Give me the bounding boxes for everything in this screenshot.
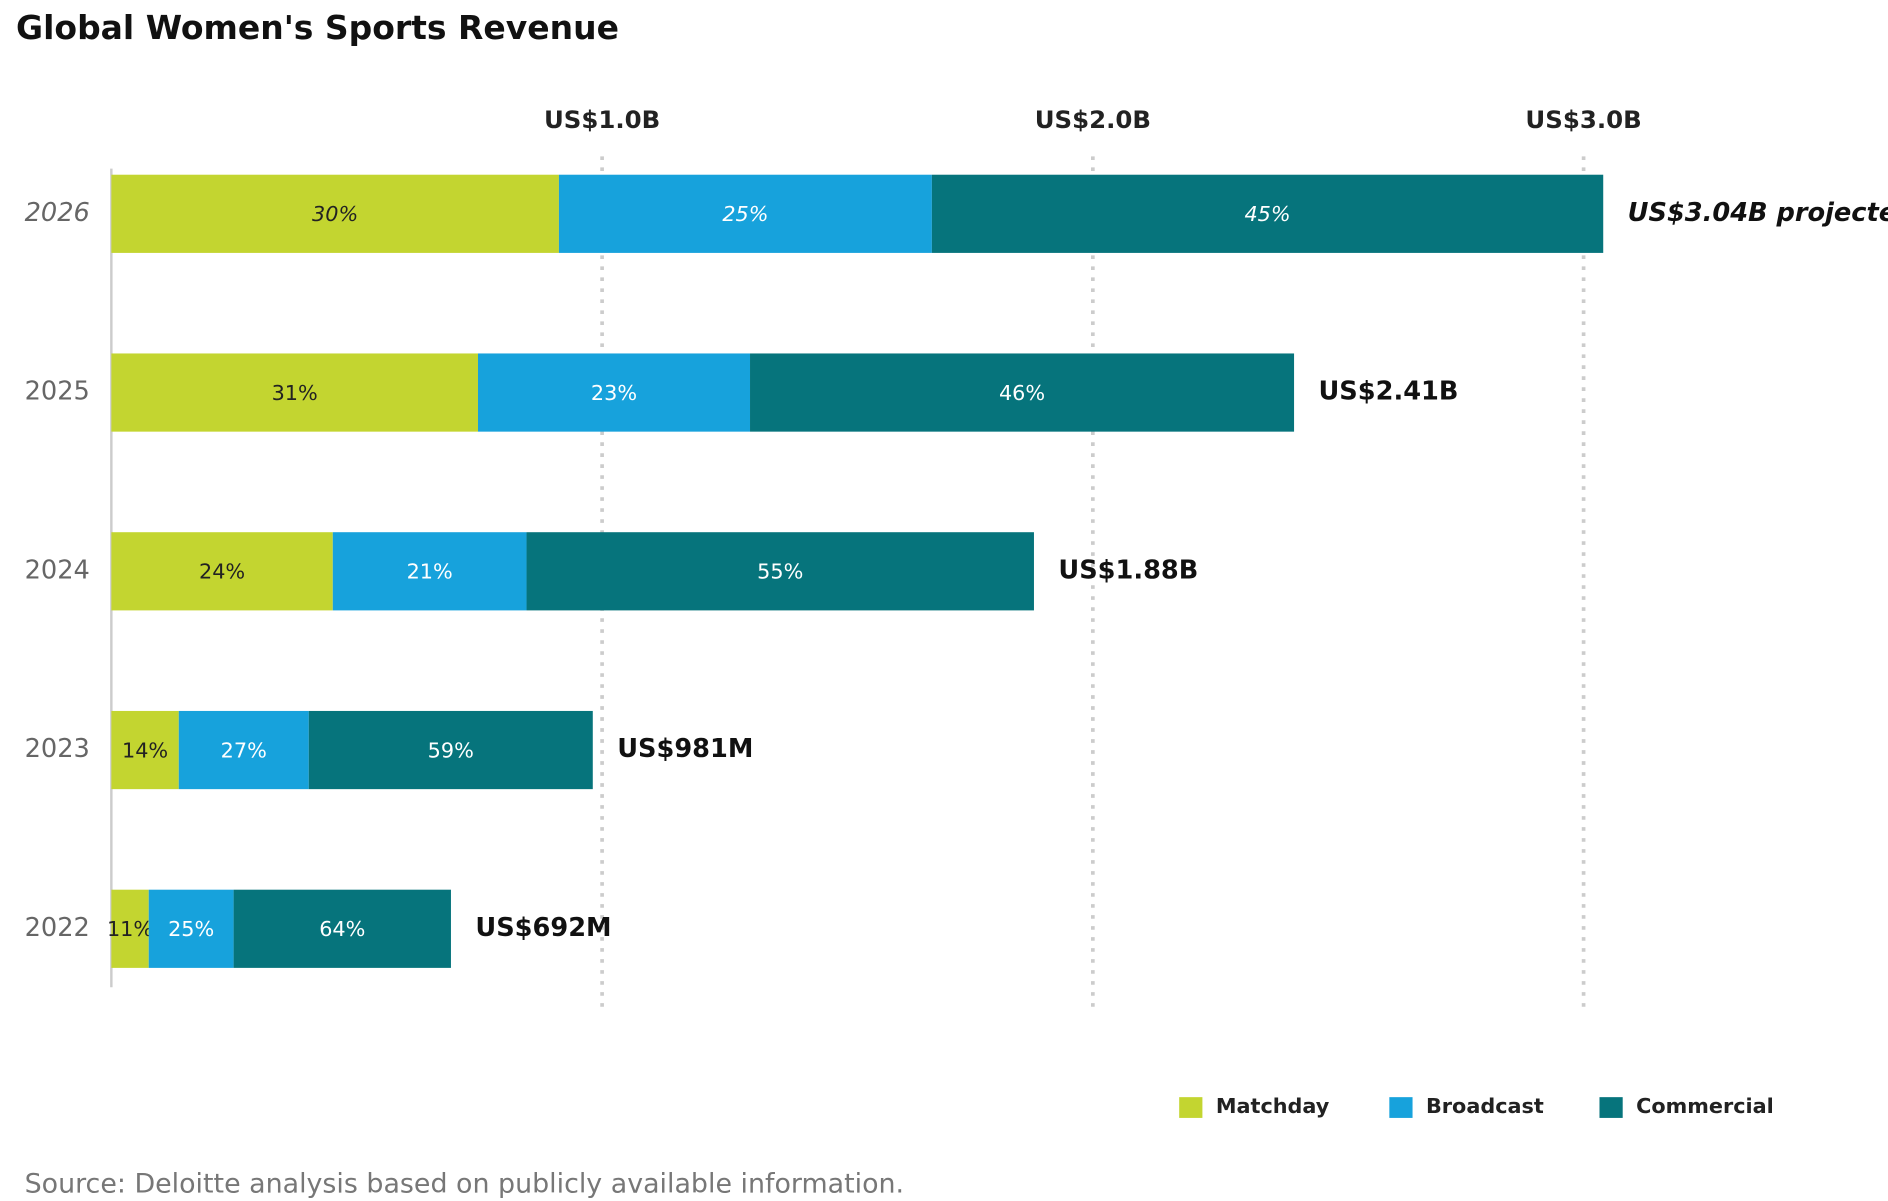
segment-label: 24%: [199, 560, 245, 584]
total-label: US$3.04B projected: [1628, 198, 1888, 228]
bar-segment: [477, 353, 751, 432]
segment-label: 14%: [122, 738, 168, 762]
bar-segment: [526, 532, 1034, 611]
bar-segment: [111, 174, 559, 253]
total-label: US$2.41B: [1318, 377, 1458, 407]
source-note: Source: Deloitte analysis based on publi…: [25, 1169, 904, 1200]
category-label: 2026: [25, 198, 90, 228]
bar-segment: [233, 889, 451, 968]
legend-swatch: [1179, 1097, 1203, 1118]
bar-segment: [111, 532, 333, 611]
category-label: 2025: [25, 377, 90, 407]
segment-label: 21%: [407, 560, 453, 584]
segment-label: 59%: [428, 738, 474, 762]
legend-label: Commercial: [1636, 1094, 1774, 1118]
x-tick-label: US$2.0B: [1035, 105, 1151, 134]
segment-label: 45%: [1244, 202, 1290, 226]
bar-segment: [332, 532, 527, 611]
bar-segment: [558, 174, 932, 253]
legend-label: Matchday: [1216, 1094, 1330, 1118]
legend-swatch: [1599, 1097, 1623, 1118]
legend-swatch: [1389, 1097, 1413, 1118]
chart-title: Global Women's Sports Revenue: [16, 8, 619, 47]
segment-label: 64%: [319, 917, 365, 941]
bar-segment: [308, 710, 593, 790]
segment-label: 55%: [757, 560, 803, 584]
category-label: 2024: [25, 555, 90, 585]
total-label: US$981M: [617, 734, 753, 764]
bar-segment: [111, 710, 179, 790]
segment-label: 11%: [107, 917, 153, 941]
segment-label: 25%: [168, 917, 214, 941]
legend-label: Broadcast: [1426, 1094, 1544, 1118]
category-label: 2023: [25, 734, 90, 764]
x-tick-label: US$1.0B: [544, 105, 660, 134]
segment-label: 23%: [591, 381, 637, 405]
segment-label: 46%: [999, 381, 1045, 405]
bar-segment: [750, 353, 1295, 432]
bar-segment: [931, 174, 1604, 253]
x-tick-label: US$3.0B: [1525, 105, 1641, 134]
bar-segment: [111, 889, 149, 968]
segment-label: 27%: [221, 738, 267, 762]
total-label: US$1.88B: [1058, 555, 1198, 585]
total-label: US$692M: [475, 913, 611, 943]
segment-label: 30%: [312, 202, 358, 226]
bar-segment: [148, 889, 234, 968]
segment-label: 31%: [272, 381, 318, 405]
category-label: 2022: [25, 913, 90, 943]
bar-segment: [178, 710, 309, 790]
segment-label: 25%: [722, 202, 768, 226]
bar-segment: [111, 353, 478, 432]
